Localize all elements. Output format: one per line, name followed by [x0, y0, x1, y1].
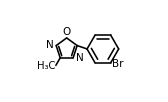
Text: O: O: [62, 27, 71, 37]
Text: N: N: [46, 40, 53, 50]
Text: H₃C: H₃C: [37, 61, 55, 71]
Text: Br: Br: [112, 59, 123, 69]
Text: N: N: [76, 53, 84, 63]
